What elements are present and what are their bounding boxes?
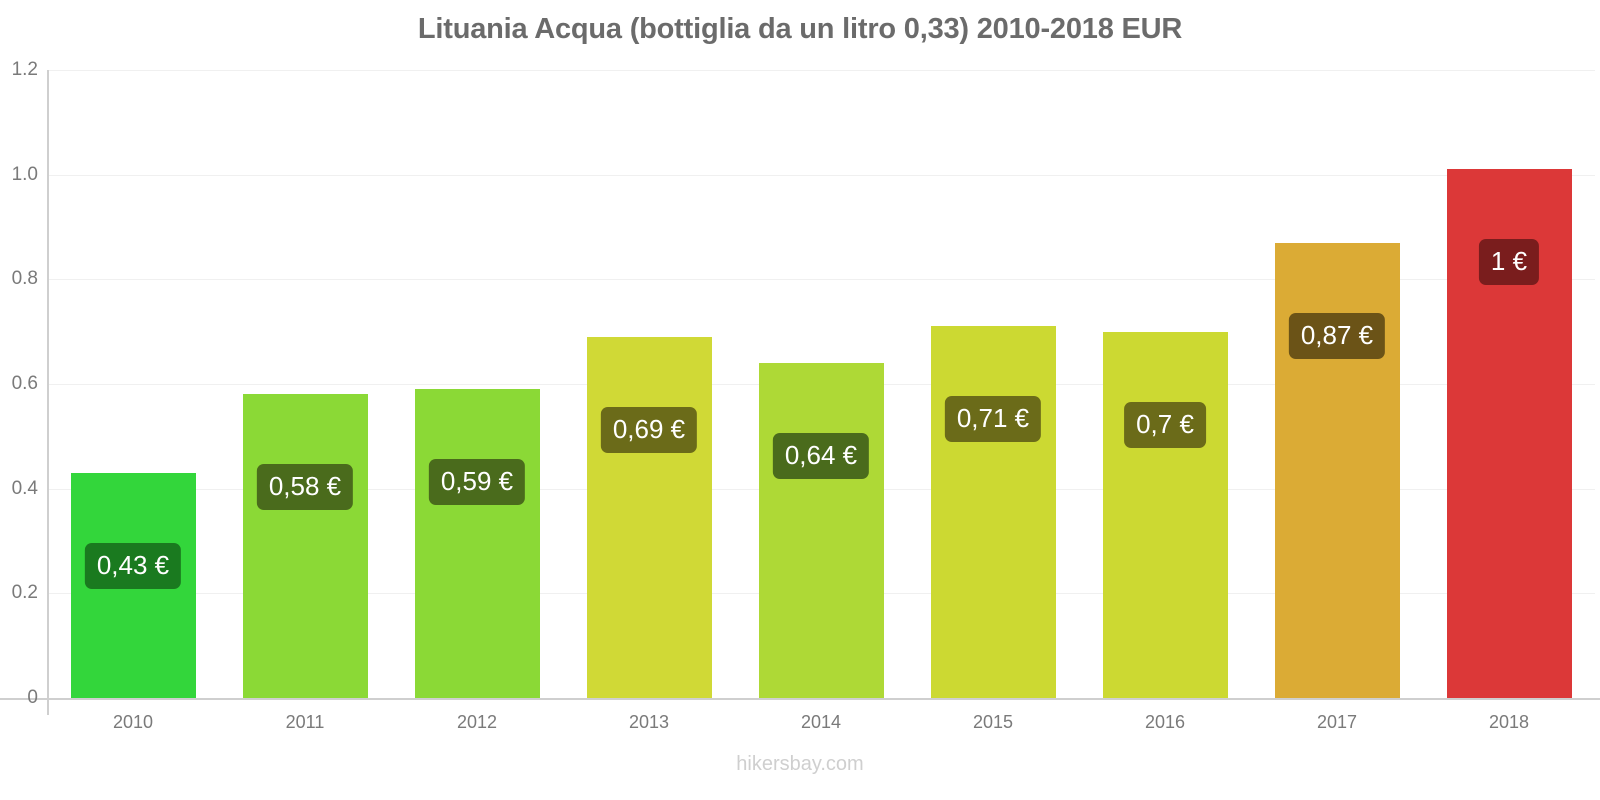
bar-value-label: 0,43 € <box>84 542 182 589</box>
y-axis-tick-label: 0.8 <box>11 268 38 290</box>
x-axis-tick-label: 2012 <box>456 712 498 732</box>
chart-title: Lituania Acqua (bottiglia da un litro 0,… <box>417 13 1183 45</box>
bar-value-label: 0,59 € <box>428 459 526 506</box>
y-axis-tick-label: 0.2 <box>11 582 38 604</box>
bar[interactable]: 0,7 € <box>1102 331 1228 698</box>
y-axis-line <box>47 70 49 715</box>
bar-value-label: 0,87 € <box>1288 312 1386 359</box>
x-axis-tick-label: 2014 <box>800 712 842 732</box>
bar-value-label: 0,7 € <box>1124 401 1206 448</box>
x-axis-line <box>0 698 1600 700</box>
y-axis-tick-label: 0.4 <box>11 477 38 499</box>
bar-value-label: 0,69 € <box>600 406 698 453</box>
bar[interactable]: 0,71 € <box>930 326 1056 698</box>
bar-value-label: 1 € <box>1478 239 1540 286</box>
bar[interactable]: 0,69 € <box>586 336 712 698</box>
x-axis-tick-label: 2011 <box>285 712 325 732</box>
y-axis-tick-label: 0.6 <box>11 373 38 394</box>
x-axis-tick-label: 2018 <box>1488 712 1530 732</box>
y-axis-tick-label: 1.2 <box>11 59 38 80</box>
bar[interactable]: 0,58 € <box>242 394 368 698</box>
x-axis-tick-label: 2017 <box>1316 712 1358 732</box>
bar[interactable]: 0,59 € <box>414 389 540 698</box>
bar[interactable]: 0,64 € <box>758 363 884 698</box>
x-axis-tick-label: 2013 <box>628 712 670 732</box>
gridline <box>47 279 1595 281</box>
bars-layer: 0,43 € 0,58 € 0,59 € 0,69 € 0,64 € 0,71 € 0,7 … <box>47 70 1595 698</box>
x-axis-tick-label: 2010 <box>112 712 154 732</box>
x-axis-tick-label: 2016 <box>1144 712 1186 732</box>
gridline <box>47 174 1595 176</box>
gridline <box>47 70 1595 71</box>
x-axis-tick-label: 2015 <box>972 712 1014 732</box>
bar-value-label: 0,58 € <box>256 464 354 511</box>
y-axis-tick-label: 0 <box>27 687 38 708</box>
y-axis-tick-label: 1.0 <box>11 163 38 185</box>
footer-credit: hikersbay.com <box>736 753 864 775</box>
bar[interactable]: 1 € <box>1446 169 1572 698</box>
bar-value-label: 0,71 € <box>944 396 1042 443</box>
bar[interactable]: 0,87 € <box>1274 242 1400 698</box>
bar-value-label: 0,64 € <box>772 433 870 480</box>
bar[interactable]: 0,43 € <box>70 472 196 698</box>
